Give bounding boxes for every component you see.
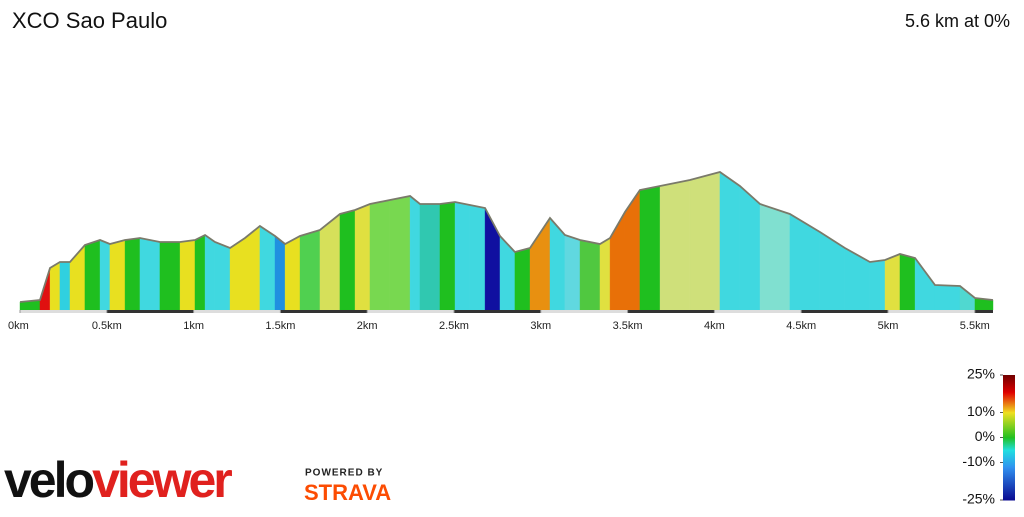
profile: 0km 0.5km 1km 1.5km 2km 2.5km 3km 3.5km 4km 4.5km…: [8, 171, 994, 332]
grade-segment: [204, 234, 216, 311]
grade-segment: [819, 231, 846, 311]
grade-segment: [99, 239, 111, 311]
axis-strip-band: [106, 310, 194, 313]
color-band: [1003, 412, 1015, 438]
grade-segment: [49, 261, 61, 311]
x-tick-label: 3km: [530, 320, 551, 332]
grade-segment: [469, 204, 486, 311]
color-band: [1003, 375, 1015, 393]
grade-segment: [599, 237, 611, 311]
grade-segment: [884, 253, 901, 311]
grade-segment: [339, 209, 356, 311]
grade-segment: [514, 247, 531, 311]
x-tick-label: 4km: [704, 320, 725, 332]
grade-segment: [419, 203, 441, 311]
grade-segment: [259, 225, 276, 311]
logo-part: velo: [4, 452, 94, 508]
grade-segment: [284, 235, 301, 311]
x-tick-label: 1.5km: [265, 320, 295, 332]
grade-segment: [274, 235, 286, 311]
color-band: [1003, 450, 1015, 468]
x-tick-label: 2km: [357, 320, 378, 332]
grade-segment: [139, 237, 161, 311]
grade-segment: [564, 234, 581, 311]
axis-strip-band: [280, 310, 368, 313]
grade-segment: [299, 229, 321, 311]
x-tick-label: 2.5km: [439, 320, 469, 332]
powered-by: POWERED BY: [305, 468, 383, 479]
chart-subtitle: 5.6 km at 0%: [905, 11, 1010, 31]
logo: veloviewer: [4, 452, 232, 508]
grade-segment: [739, 185, 761, 311]
grade-segment: [899, 253, 916, 311]
x-tick-label: 3.5km: [613, 320, 643, 332]
grade-segment: [759, 203, 791, 311]
color-legend: 25% 10% 0% -10% -25%: [962, 366, 1015, 507]
grade-segment: [934, 284, 961, 311]
axis-strip-band: [974, 310, 993, 313]
axis-strip-band: [801, 310, 888, 313]
x-tick-label: 4.5km: [786, 320, 816, 332]
grade-segment: [354, 203, 371, 311]
axis-strip-band: [453, 310, 541, 313]
grade-segment: [914, 257, 936, 311]
color-tick-label: -25%: [962, 491, 995, 507]
grade-segment: [454, 201, 471, 311]
chart-title: XCO Sao Paulo: [12, 8, 167, 33]
color-band: [1003, 467, 1015, 501]
axis-strip-band: [627, 310, 715, 313]
grade-segment: [869, 259, 886, 311]
color-tick-label: 0%: [975, 428, 995, 444]
x-tick-label: 5km: [878, 320, 899, 332]
profile-outline: [19, 171, 994, 303]
grade-segment: [124, 237, 141, 311]
x-tick-label: 0km: [8, 320, 29, 332]
grade-segment: [959, 285, 976, 311]
x-tick-label: 0.5km: [92, 320, 122, 332]
color-tick-label: -10%: [962, 453, 995, 469]
grade-segment: [84, 239, 101, 311]
grade-segment: [229, 237, 246, 311]
grade-segment: [179, 239, 196, 311]
grade-segment: [214, 241, 231, 311]
grade-segment: [369, 199, 391, 311]
color-tick-label: 25%: [967, 366, 995, 382]
grade-segment: [639, 185, 661, 311]
grade-segment: [659, 179, 691, 311]
grade-segment: [844, 247, 871, 311]
grade-segment: [389, 195, 411, 311]
grade-segment: [244, 225, 261, 311]
color-band: [1003, 437, 1015, 451]
grade-segment: [439, 201, 456, 311]
grade-segment: [159, 241, 181, 311]
strava-logo: STRAVA: [304, 480, 391, 505]
grade-segment: [59, 261, 71, 311]
color-tick-label: 10%: [967, 403, 995, 419]
grade-segment: [409, 195, 421, 311]
grade-segment: [689, 171, 721, 311]
grade-segment: [499, 235, 516, 311]
grade-segment: [194, 234, 206, 311]
x-tick-label: 5.5km: [960, 320, 990, 332]
logo-part: viewer: [92, 452, 232, 508]
color-band: [1003, 392, 1015, 413]
grade-segment: [579, 239, 601, 311]
grade-segment: [719, 171, 741, 311]
x-tick-label: 1km: [183, 320, 204, 332]
grade-segment: [109, 239, 126, 311]
